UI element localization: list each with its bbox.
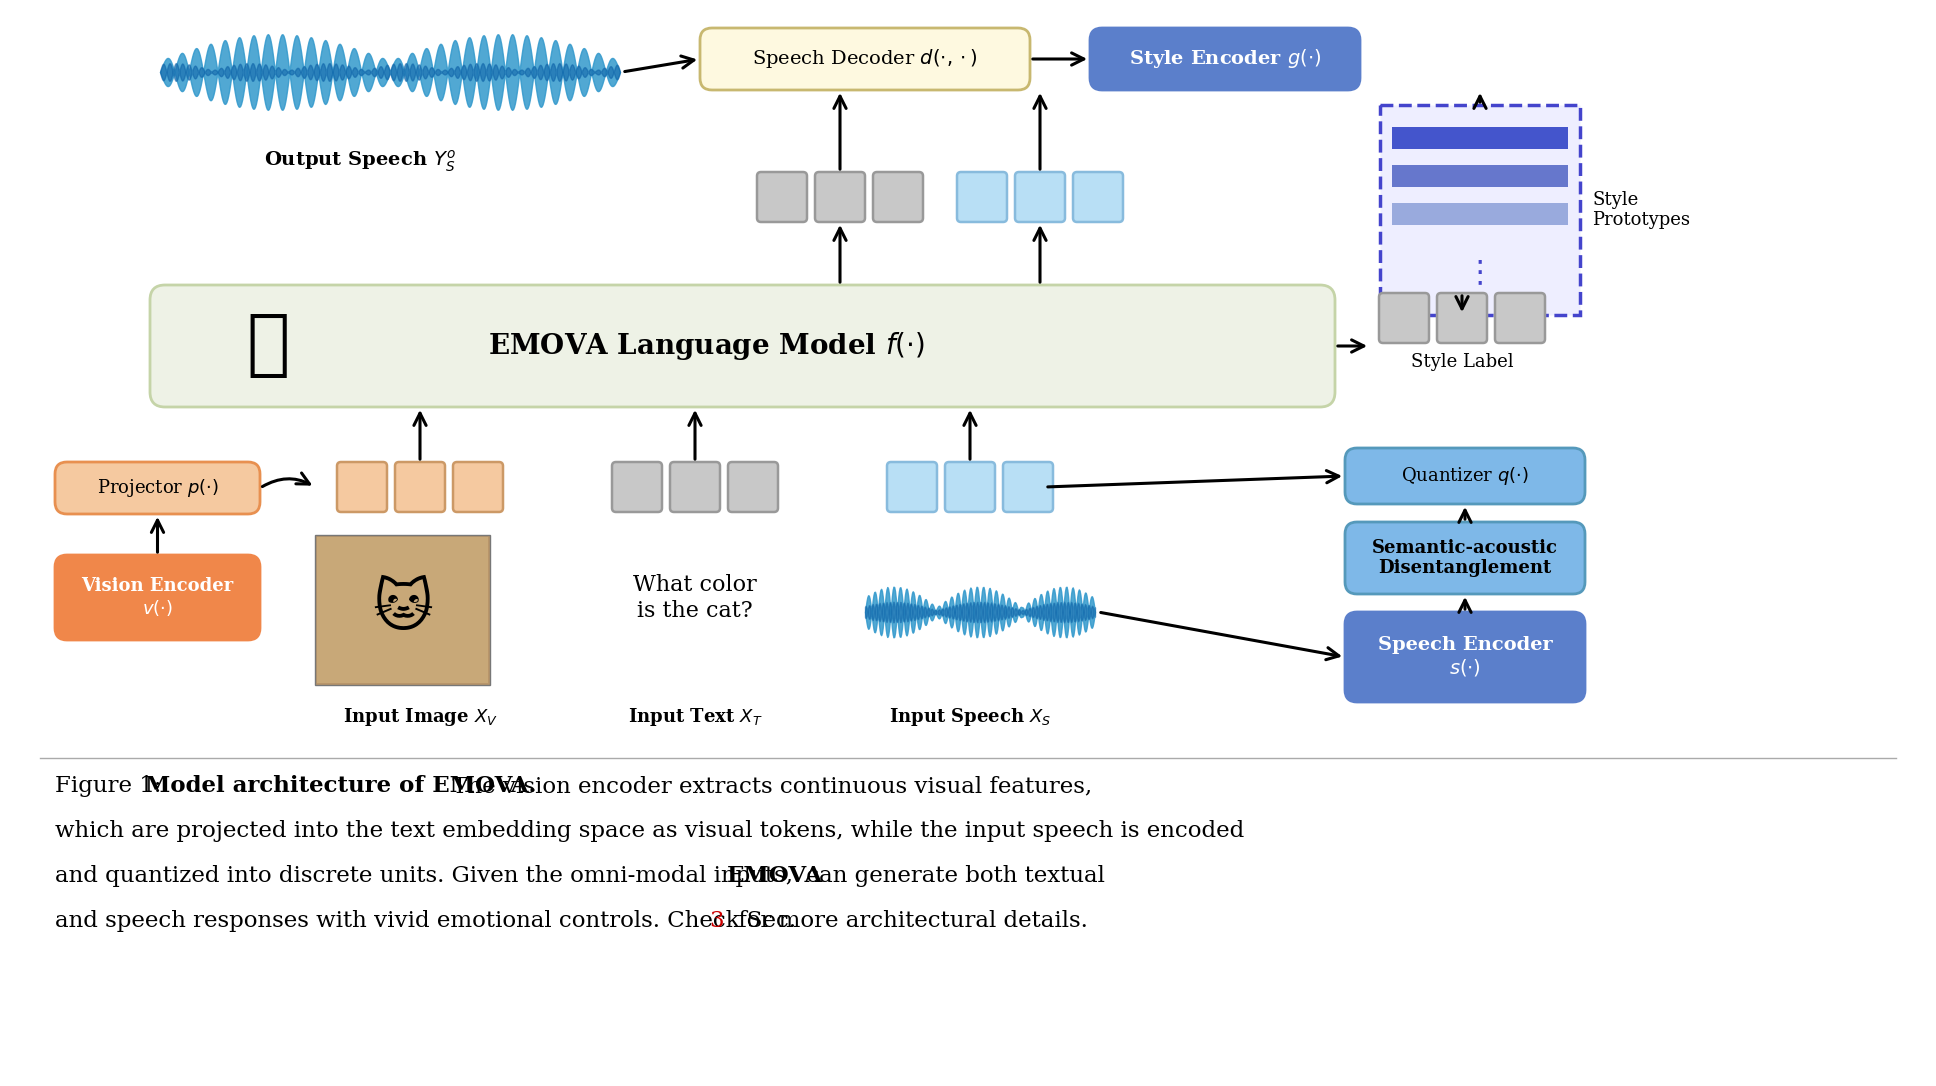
FancyBboxPatch shape [956,172,1007,222]
Text: Style
Prototypes: Style Prototypes [1591,191,1690,229]
Text: and speech responses with vivid emotional controls. Check Sec.: and speech responses with vivid emotiona… [54,910,803,932]
FancyBboxPatch shape [54,555,259,640]
FancyBboxPatch shape [757,172,807,222]
FancyBboxPatch shape [316,535,490,685]
Text: Style Encoder $g(\cdot)$: Style Encoder $g(\cdot)$ [1129,48,1320,71]
FancyBboxPatch shape [1437,293,1487,343]
FancyBboxPatch shape [1495,293,1545,343]
FancyBboxPatch shape [1090,28,1359,90]
FancyBboxPatch shape [1380,105,1580,315]
Text: for more architectural details.: for more architectural details. [732,910,1088,932]
FancyBboxPatch shape [612,462,662,512]
Text: which are projected into the text embedding space as visual tokens, while the in: which are projected into the text embedd… [54,820,1245,842]
FancyBboxPatch shape [337,462,387,512]
Text: Style Label: Style Label [1411,353,1514,371]
FancyBboxPatch shape [728,462,778,512]
FancyBboxPatch shape [670,462,720,512]
Text: Figure 1:: Figure 1: [54,775,168,797]
FancyBboxPatch shape [1014,172,1065,222]
FancyBboxPatch shape [1073,172,1123,222]
FancyBboxPatch shape [149,285,1336,407]
Text: Speech Encoder
$s(\cdot)$: Speech Encoder $s(\cdot)$ [1378,635,1553,678]
Text: What color
is the cat?: What color is the cat? [633,574,757,621]
FancyBboxPatch shape [54,462,259,514]
Text: Input Image $X_V$: Input Image $X_V$ [343,706,498,728]
FancyBboxPatch shape [701,28,1030,90]
Text: Semantic-acoustic
Disentanglement: Semantic-acoustic Disentanglement [1373,539,1558,578]
FancyBboxPatch shape [873,172,923,222]
Text: EMOVA Language Model $f(\cdot)$: EMOVA Language Model $f(\cdot)$ [488,330,925,362]
Text: ⋮: ⋮ [1466,258,1495,288]
Text: The vision encoder extracts continuous visual features,: The vision encoder extracts continuous v… [445,775,1092,797]
Text: can generate both textual: can generate both textual [800,866,1105,887]
FancyBboxPatch shape [1392,127,1568,149]
FancyBboxPatch shape [1378,293,1429,343]
FancyBboxPatch shape [1392,165,1568,187]
Text: Input Speech $X_S$: Input Speech $X_S$ [889,706,1051,728]
Text: Output Speech $Y_S^o$: Output Speech $Y_S^o$ [263,148,457,174]
Text: Input Text $X_T$: Input Text $X_T$ [627,706,763,728]
FancyBboxPatch shape [945,462,995,512]
Text: Model architecture of EMOVA.: Model architecture of EMOVA. [145,775,536,797]
Text: 🦙: 🦙 [246,312,290,380]
FancyBboxPatch shape [1003,462,1053,512]
Text: Projector $p(\cdot)$: Projector $p(\cdot)$ [97,477,219,498]
Text: EMOVA: EMOVA [728,866,823,887]
FancyBboxPatch shape [815,172,865,222]
Text: and quantized into discrete units. Given the omni-modal inputs,: and quantized into discrete units. Given… [54,866,800,887]
FancyBboxPatch shape [1346,613,1586,702]
Text: Vision Encoder
$v(\cdot)$: Vision Encoder $v(\cdot)$ [81,577,234,618]
FancyBboxPatch shape [1346,449,1586,504]
FancyBboxPatch shape [318,536,488,683]
Text: 3: 3 [709,910,724,932]
FancyBboxPatch shape [395,462,445,512]
FancyBboxPatch shape [453,462,503,512]
Text: Speech Decoder $d(\cdot,\cdot)$: Speech Decoder $d(\cdot,\cdot)$ [751,48,978,71]
Text: Quantizer $q(\cdot)$: Quantizer $q(\cdot)$ [1402,465,1529,487]
FancyBboxPatch shape [1392,203,1568,225]
FancyBboxPatch shape [1346,522,1586,594]
Text: 🐱: 🐱 [372,581,434,639]
FancyBboxPatch shape [887,462,937,512]
